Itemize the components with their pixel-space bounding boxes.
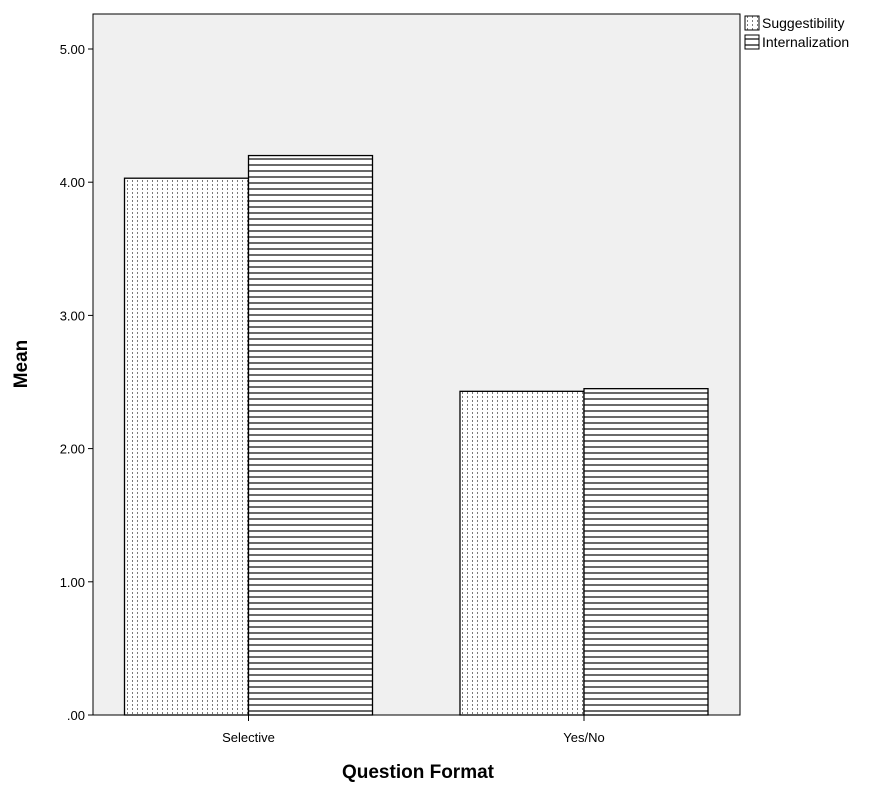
bars-group <box>123 154 709 716</box>
bar-suggestibility-yes-no <box>459 390 585 716</box>
legend: Suggestibility Internalization <box>744 15 849 50</box>
x-tick-label: Selective <box>222 730 275 745</box>
y-tick-label: 1.00 <box>60 575 85 590</box>
bar-internalization-yes-no <box>583 388 709 716</box>
y-tick-label: .00 <box>67 708 85 723</box>
y-tick-label: 2.00 <box>60 442 85 457</box>
x-tick-label: Yes/No <box>563 730 604 745</box>
bar-internalization-selective <box>247 154 374 716</box>
y-tick-label: 5.00 <box>60 42 85 57</box>
legend-label-internalization: Internalization <box>762 34 849 50</box>
y-tick-label: 3.00 <box>60 308 85 323</box>
legend-label-suggestibility: Suggestibility <box>762 15 845 31</box>
y-axis: .00 1.00 2.00 3.00 4.00 5.00 <box>60 42 93 723</box>
y-axis-title: Mean <box>11 340 32 389</box>
legend-swatch-suggestibility <box>744 15 760 31</box>
x-axis-title: Question Format <box>342 762 495 783</box>
bar-suggestibility-selective <box>123 177 250 716</box>
x-axis: Selective Yes/No <box>222 715 605 745</box>
legend-swatch-internalization <box>744 34 760 50</box>
y-tick-label: 4.00 <box>60 175 85 190</box>
